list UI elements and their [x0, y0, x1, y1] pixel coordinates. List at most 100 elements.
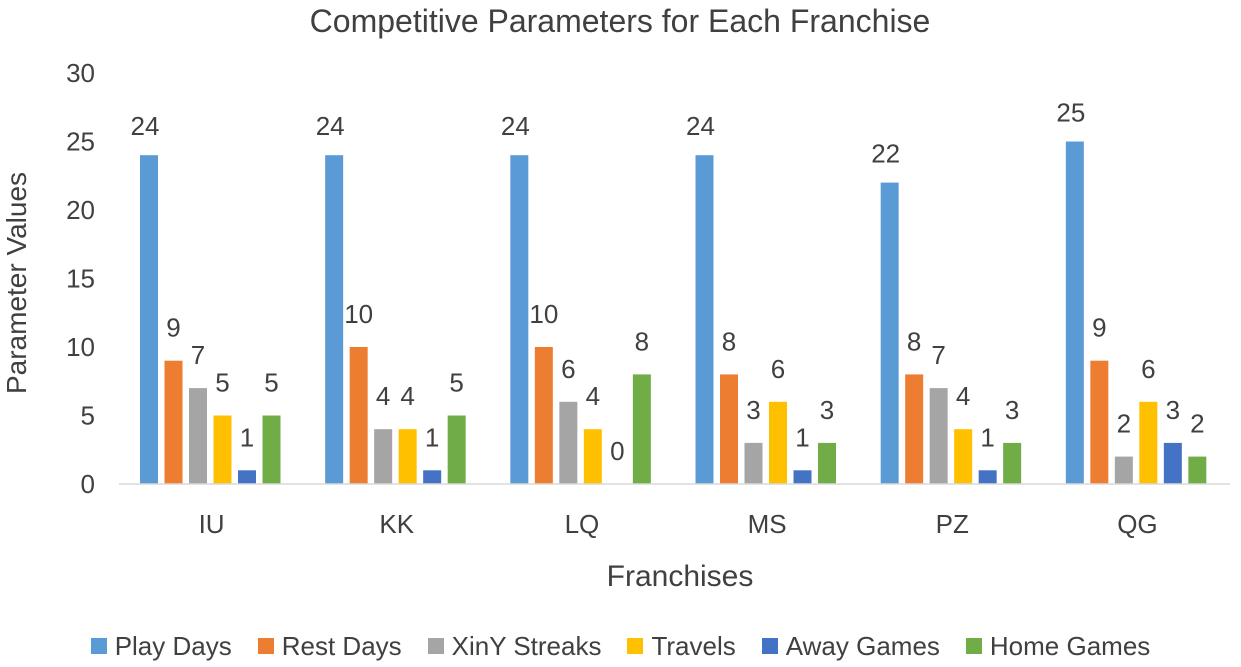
bar-xiny-streaks-qg [1115, 457, 1133, 484]
legend-item-rest-days: Rest Days [258, 631, 402, 662]
y-tick-label: 30 [66, 58, 95, 88]
bar-series [140, 142, 1206, 485]
y-tick-label: 5 [81, 401, 95, 431]
data-label: 6 [561, 354, 575, 384]
data-label: 1 [240, 422, 254, 452]
data-label: 3 [1005, 395, 1019, 425]
legend-swatch [627, 638, 643, 654]
data-label: 3 [820, 395, 834, 425]
bar-play-days-pz [881, 183, 899, 484]
data-label: 10 [529, 299, 558, 329]
chart-title: Competitive Parameters for Each Franchis… [310, 3, 931, 39]
bar-play-days-lq [510, 155, 528, 484]
data-label: 1 [425, 422, 439, 452]
y-tick-label: 25 [66, 127, 95, 157]
legend: Play Days Rest Days XinY Streaks Travels Awa… [0, 626, 1241, 666]
bar-rest-days-iu [165, 361, 183, 484]
bar-play-days-kk [325, 155, 343, 484]
bar-home-games-lq [633, 374, 651, 484]
x-tick-label-iu: IU [199, 509, 225, 539]
x-axis-label: Franchises [607, 560, 754, 593]
data-label: 5 [264, 368, 278, 398]
data-label: 4 [956, 381, 970, 411]
bar-xiny-streaks-iu [189, 388, 207, 484]
bar-xiny-streaks-lq [559, 402, 577, 484]
x-tick-label-ms: MS [748, 509, 787, 539]
legend-swatch [428, 638, 444, 654]
y-tick-label: 20 [66, 195, 95, 225]
chart-canvas: Competitive Parameters for Each Franchis… [0, 0, 1241, 625]
data-label: 8 [907, 326, 921, 356]
legend-item-xiny-streaks: XinY Streaks [428, 631, 602, 662]
bar-rest-days-ms [720, 374, 738, 484]
legend-swatch [258, 638, 274, 654]
bar-home-games-iu [263, 416, 281, 485]
legend-label: Away Games [786, 631, 940, 662]
data-label: 24 [686, 111, 715, 141]
data-label: 10 [344, 299, 373, 329]
y-axis-label: Parameter Values [1, 172, 32, 394]
data-label: 3 [1166, 395, 1180, 425]
data-label: 9 [1092, 313, 1106, 343]
data-label: 4 [376, 381, 390, 411]
data-label: 8 [722, 326, 736, 356]
bar-away-games-iu [238, 470, 256, 484]
x-tick-label-qg: QG [1117, 509, 1157, 539]
data-label: 3 [746, 395, 760, 425]
legend-label: Rest Days [282, 631, 402, 662]
legend-swatch [762, 638, 778, 654]
bar-away-games-ms [794, 470, 812, 484]
data-label: 22 [871, 139, 900, 169]
bar-xiny-streaks-pz [930, 388, 948, 484]
legend-label: Home Games [990, 631, 1150, 662]
x-tick-label-lq: LQ [565, 509, 600, 539]
bar-rest-days-kk [350, 347, 368, 484]
legend-item-home-games: Home Games [966, 631, 1150, 662]
legend-label: Travels [651, 631, 735, 662]
legend-label: Play Days [115, 631, 232, 662]
bar-away-games-pz [979, 470, 997, 484]
legend-item-travels: Travels [627, 631, 735, 662]
bar-travels-lq [584, 429, 602, 484]
bar-away-games-qg [1164, 443, 1182, 484]
bar-play-days-qg [1066, 142, 1084, 485]
data-label: 7 [931, 340, 945, 370]
bar-home-games-qg [1188, 457, 1206, 484]
data-label: 9 [166, 313, 180, 343]
y-tick-label: 10 [66, 332, 95, 362]
y-tick-label: 0 [81, 469, 95, 499]
x-tick-label-kk: KK [379, 509, 414, 539]
data-label: 1 [980, 422, 994, 452]
data-label: 24 [131, 111, 160, 141]
bar-play-days-iu [140, 155, 158, 484]
y-tick-label: 15 [66, 264, 95, 294]
data-label: 4 [586, 381, 600, 411]
bar-xiny-streaks-ms [745, 443, 763, 484]
data-label: 25 [1056, 98, 1085, 128]
bar-rest-days-pz [905, 374, 923, 484]
data-label: 0 [610, 436, 624, 466]
bar-home-games-kk [448, 416, 466, 485]
legend-item-away-games: Away Games [762, 631, 940, 662]
y-tick-labels: 0 5 10 15 20 25 30 [66, 58, 95, 499]
bar-travels-iu [214, 416, 232, 485]
bar-away-games-kk [423, 470, 441, 484]
bar-rest-days-lq [535, 347, 553, 484]
bar-home-games-ms [818, 443, 836, 484]
legend-swatch [966, 638, 982, 654]
x-tick-labels: IU KK LQ MS PZ QG [199, 509, 1158, 539]
legend-item-play-days: Play Days [91, 631, 232, 662]
bar-travels-kk [399, 429, 417, 484]
bar-play-days-ms [696, 155, 714, 484]
bar-rest-days-qg [1090, 361, 1108, 484]
data-label: 5 [215, 368, 229, 398]
x-tick-label-pz: PZ [936, 509, 969, 539]
legend-swatch [91, 638, 107, 654]
data-label: 5 [449, 368, 463, 398]
legend-label: XinY Streaks [452, 631, 602, 662]
data-label: 8 [635, 326, 649, 356]
data-label: 7 [191, 340, 205, 370]
data-label: 1 [795, 422, 809, 452]
bar-home-games-pz [1003, 443, 1021, 484]
